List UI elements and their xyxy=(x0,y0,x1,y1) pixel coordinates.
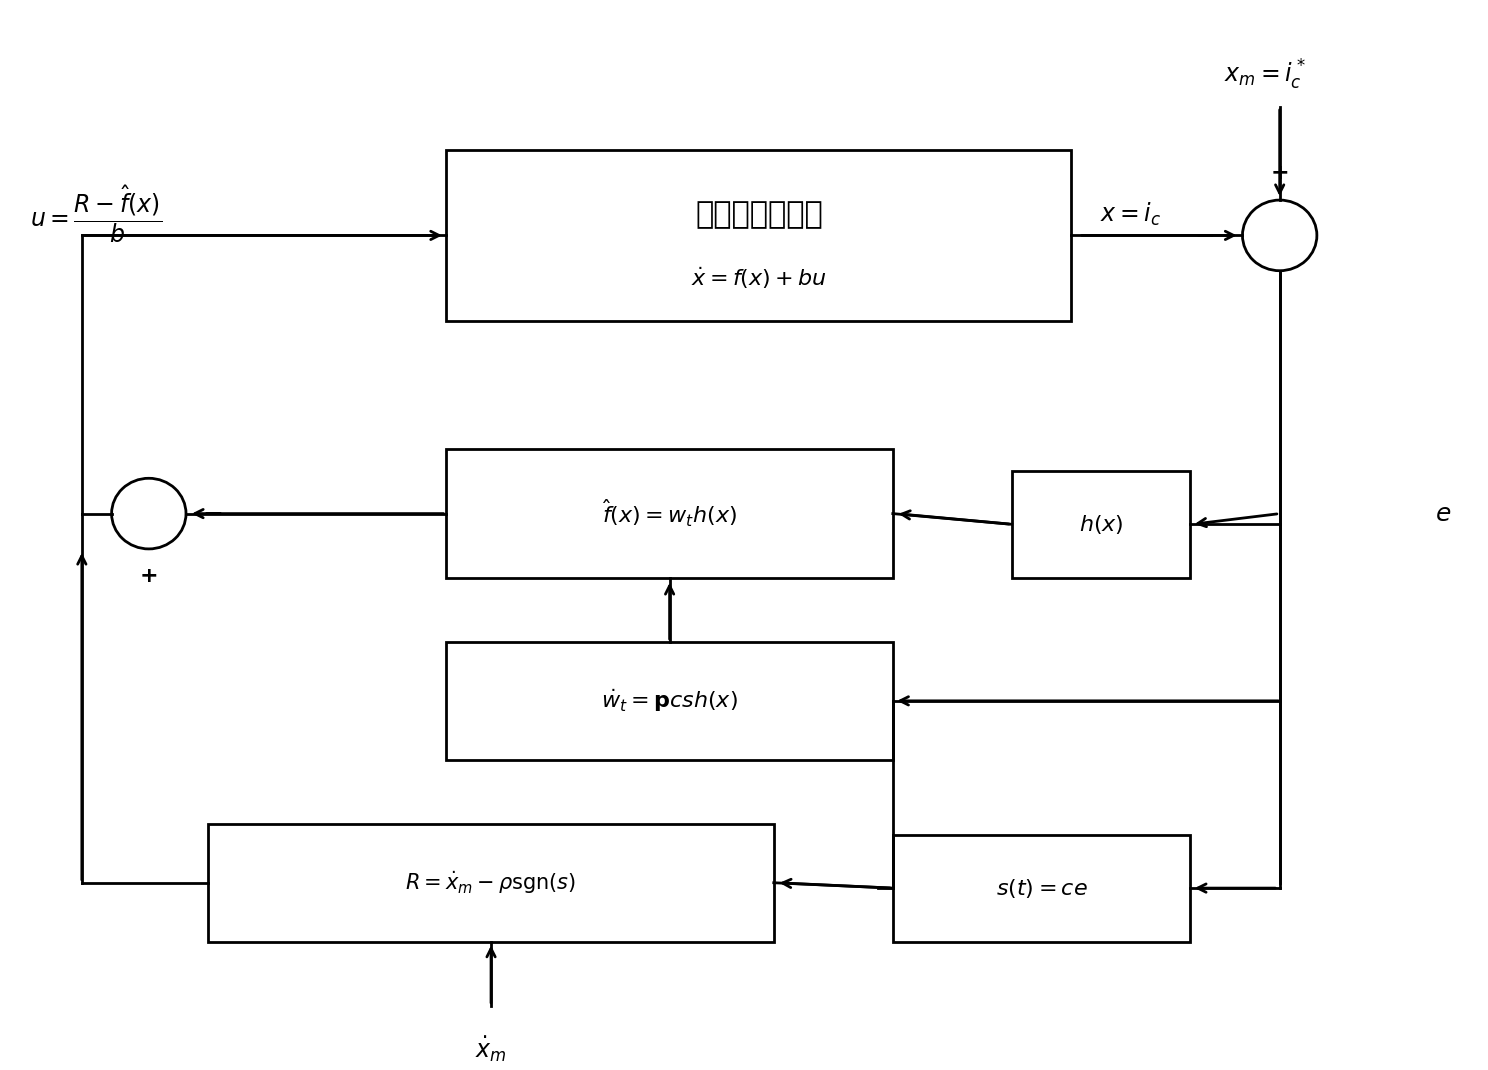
Text: $h(x)$: $h(x)$ xyxy=(1079,513,1123,536)
Text: $u=\dfrac{R-\hat{f}(x)}{b}$: $u=\dfrac{R-\hat{f}(x)}{b}$ xyxy=(30,183,162,245)
Text: 有源电力滤波器: 有源电力滤波器 xyxy=(695,200,823,229)
Text: −: − xyxy=(1195,224,1216,247)
Text: $\dot{w}_t=\mathbf{p}csh(x)$: $\dot{w}_t=\mathbf{p}csh(x)$ xyxy=(601,687,738,715)
Bar xyxy=(1012,471,1190,578)
Text: +: + xyxy=(140,566,158,585)
Text: $\hat{f}(x)=w_t h(x)$: $\hat{f}(x)=w_t h(x)$ xyxy=(603,498,737,530)
Bar xyxy=(446,449,893,578)
Text: $\dot{x}_m$: $\dot{x}_m$ xyxy=(475,1034,507,1064)
Text: −: − xyxy=(202,502,223,525)
Text: +: + xyxy=(1271,164,1289,183)
Text: $R=\dot{x}_m-\rho\mathrm{sgn}(s)$: $R=\dot{x}_m-\rho\mathrm{sgn}(s)$ xyxy=(405,869,577,897)
Text: $x_m=i^*_c$: $x_m=i^*_c$ xyxy=(1225,58,1305,92)
Text: $\dot{x}=f(x)+bu$: $\dot{x}=f(x)+bu$ xyxy=(690,265,827,291)
Bar xyxy=(893,835,1190,942)
Bar xyxy=(446,642,893,760)
Bar xyxy=(208,824,774,942)
Bar xyxy=(446,150,1071,321)
Text: $e$: $e$ xyxy=(1436,502,1451,525)
Text: $s(t)=ce$: $s(t)=ce$ xyxy=(995,876,1088,900)
Text: $x=i_c$: $x=i_c$ xyxy=(1101,200,1161,228)
